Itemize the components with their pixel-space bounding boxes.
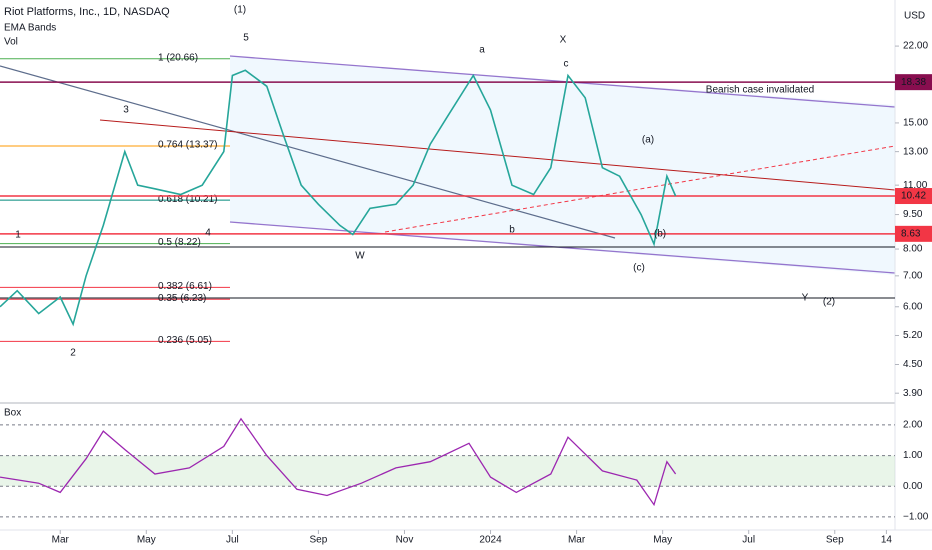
wave-label: (1) [234,5,246,16]
wave-label: c [564,59,569,70]
price-badge [895,188,932,205]
chart-title: Riot Platforms, Inc., 1D, NASDAQ [4,6,170,18]
fib-label: 0.236 (5.05) [158,335,212,346]
x-tick-label: Mar [568,535,586,546]
x-tick-label: May [137,535,156,546]
wave-label: 4 [205,228,211,239]
wave-label: 2 [70,348,76,359]
channel-fill [230,56,895,275]
fib-label: 0.382 (6.61) [158,281,212,292]
x-tick-label: May [653,535,672,546]
price-badge-label: 8.63 [901,228,921,239]
wave-label: a [479,45,485,56]
legend-item: EMA Bands [4,23,56,34]
band-fill [0,455,895,487]
price-badge-label: 10.42 [901,191,926,202]
wave-label: (b) [654,229,666,240]
fib-label: 0.764 (13.37) [158,140,218,151]
wave-label: b [509,225,515,236]
wave-label: W [355,251,365,262]
y-tick-label: 2.00 [903,420,923,431]
y-tick-label: 1.00 [903,450,923,461]
wave-label: (a) [642,135,654,146]
wave-label: X [560,35,567,46]
y-tick-label: 0.00 [903,481,923,492]
wave-label: (c) [633,263,645,274]
y-tick-label: 4.50 [903,359,923,370]
wave-label: 3 [123,105,129,116]
x-tick-label: 2024 [479,535,502,546]
x-tick-label: Nov [396,535,414,546]
x-tick-label: 14 [881,535,893,546]
y-tick-label: 5.20 [903,330,923,341]
trend-line [384,145,896,233]
indicator-line [0,417,677,507]
wave-label: 1 [15,230,21,241]
currency: USD [904,11,925,22]
wave-label: (2) [823,297,835,308]
fib-label: 1 (20.66) [158,52,198,63]
price-badge [895,74,932,91]
y-tick-label: 6.00 [903,301,923,312]
indicator-title: Box [4,408,21,419]
y-tick-label: 11.00 [903,180,928,191]
x-tick-label: Jul [226,535,239,546]
y-tick-label: −1.00 [903,512,929,523]
wave-label: 5 [243,33,249,44]
y-tick-label: 8.00 [903,244,923,255]
price-badge-label: 18.38 [901,77,926,88]
fib-label: 0.618 (10.21) [158,194,218,205]
y-tick-label: 9.50 [903,209,923,220]
fib-label: 0.5 (8.22) [158,237,201,248]
x-tick-label: Sep [310,535,328,546]
y-tick-label: 7.00 [903,270,923,281]
price-badge [895,225,932,242]
x-tick-label: Jul [742,535,755,546]
x-tick-label: Mar [52,535,70,546]
y-tick-label: 3.90 [903,388,923,399]
price-line-series [0,69,677,327]
legend-item: Vol [4,37,18,48]
y-tick-label: 13.00 [903,146,928,157]
trend-line [99,119,896,191]
x-tick-label: Sep [826,535,844,546]
trend-line [0,65,616,239]
wave-label: Bearish case invalidated [706,85,814,96]
wave-label: Y [802,293,809,304]
y-tick-label: 22.00 [903,41,928,52]
y-tick-label: 15.00 [903,118,928,129]
